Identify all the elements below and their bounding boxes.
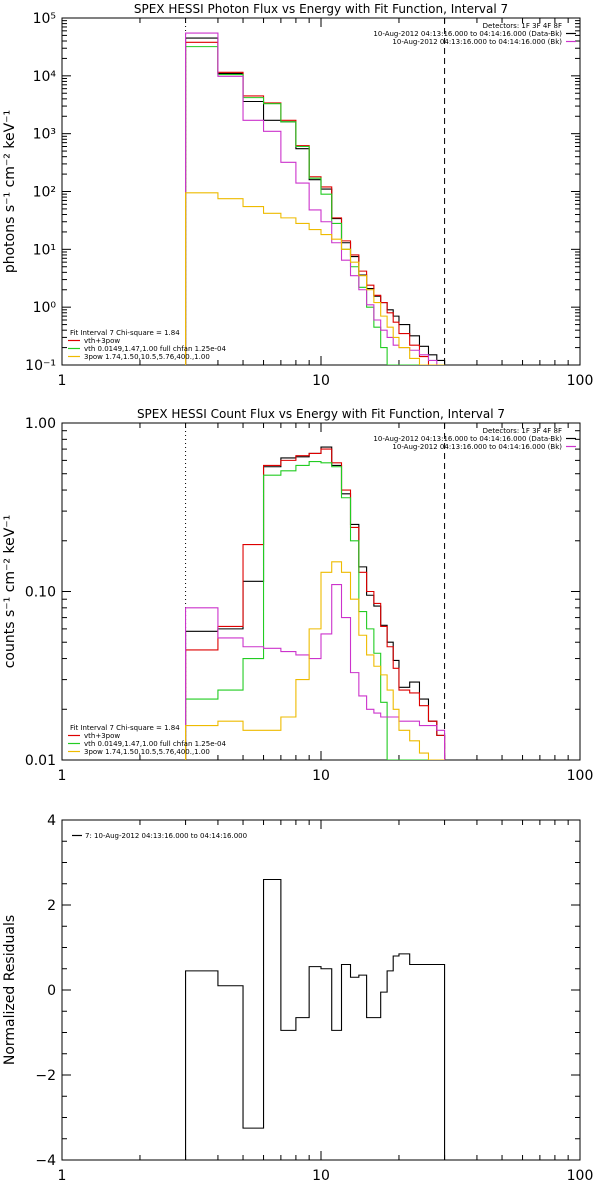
bottom-legend-entry: Fit Interval 7 Chi-square = 1.84 [70,724,180,732]
bottom-legend-entry: vth+3pow [84,732,120,740]
top-legend-entry: Detectors: 1F 3F 4F 8F [483,22,562,30]
chart-title: SPEX HESSI Photon Flux vs Energy with Fi… [134,2,508,16]
series-3-line [185,461,445,760]
y-tick-label: 10² [33,185,56,201]
panel-3: 1 10 100 −4 −2 0 2 4 Normalized Residuals 7: 10-A… [2,813,593,1184]
y-tick-label: 10⁵ [33,11,56,27]
x-tick-label: 10 [312,373,330,389]
y-tick-label: 1.00 [25,416,56,432]
plot-frame [61,819,581,1161]
top-legend-entry: 10-Aug-2012 04:13:16.000 to 04:14:16.000… [373,30,562,38]
y-tick-label: 10¹ [33,242,56,258]
series-1-line [185,446,446,760]
chart-title: SPEX HESSI Count Flux vs Energy with Fit… [137,407,505,421]
bottom-legend-entry: vth 0.0149,1.47,1.00 full chfan 1.25e-04 [84,740,226,748]
x-tick-label: 1 [58,1168,67,1184]
bottom-legend-entry: vth 0.0149,1.47,1.00 full chfan 1.25e-04 [84,345,226,353]
series-1-line [185,878,446,1160]
series-3-line [185,46,445,365]
top-legend-entry: 10-Aug-2012 04:13:16.000 to 04:14:16.000… [392,38,562,46]
y-tick-label: 10⁰ [33,300,57,316]
series-4-line [185,583,446,760]
top-legend-entry: 10-Aug-2012 04:13:16.000 to 04:14:16.000… [392,443,562,451]
legend-entry: 7: 10-Aug-2012 04:13:16.000 to 04:14:16.… [85,832,247,840]
series-2-line [185,41,445,365]
x-tick-label: 1 [58,768,67,784]
series-1-line [185,37,446,365]
y-tick-label: 10⁻¹ [25,358,56,374]
y-tick-label: 4 [47,813,56,829]
series-5-line [185,561,445,760]
x-tick-label: 100 [567,1168,594,1184]
x-tick-label: 10 [312,768,330,784]
y-tick-label: 10⁴ [33,69,57,85]
y-tick-label: 0.10 [25,585,56,601]
y-axis-label: photons s⁻¹ cm⁻² keV⁻¹ [2,110,18,273]
x-tick-label: 1 [58,373,67,389]
x-tick-label: 100 [567,373,594,389]
series-2-line [185,448,446,760]
series-5-line [185,192,445,365]
y-axis-label: counts s⁻¹ cm⁻² keV⁻¹ [2,515,18,669]
y-tick-label: 2 [47,898,56,914]
y-tick-label: 0 [47,983,56,999]
bottom-legend-entry: 3pow 1.74,1.50,10.5,5.76,400.,1.00 [84,353,210,361]
panel-2: SPEX HESSI Count Flux vs Energy with Fit… [2,407,593,784]
y-tick-label: −4 [35,1153,56,1169]
y-tick-label: −2 [35,1068,56,1084]
bottom-legend-entry: vth+3pow [84,337,120,345]
top-legend-entry: 10-Aug-2012 04:13:16.000 to 04:14:16.000… [373,435,562,443]
y-tick-label: 10³ [33,127,56,143]
y-tick-label: 0.01 [25,753,56,769]
bottom-legend-entry: 3pow 1.74,1.50,10.5,5.76,400.,1.00 [84,748,210,756]
x-tick-label: 100 [567,768,594,784]
bottom-legend-entry: Fit Interval 7 Chi-square = 1.84 [70,329,180,337]
y-axis-label: Normalized Residuals [2,915,18,1065]
top-legend-entry: Detectors: 1F 3F 4F 8F [483,427,562,435]
panel-1: SPEX HESSI Photon Flux vs Energy with Fi… [2,2,593,389]
x-tick-label: 10 [312,1168,330,1184]
